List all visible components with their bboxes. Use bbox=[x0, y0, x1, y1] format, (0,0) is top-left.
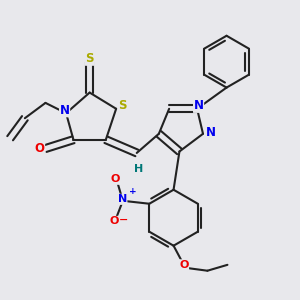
Text: +: + bbox=[129, 187, 136, 196]
Text: O: O bbox=[179, 260, 188, 270]
Text: S: S bbox=[85, 52, 94, 65]
Text: N: N bbox=[118, 194, 127, 204]
Text: O: O bbox=[111, 174, 120, 184]
Text: N: N bbox=[60, 104, 70, 117]
Text: −: − bbox=[119, 215, 128, 225]
Text: O: O bbox=[109, 216, 119, 226]
Text: H: H bbox=[134, 164, 143, 174]
Text: N: N bbox=[194, 99, 204, 112]
Text: N: N bbox=[206, 126, 216, 140]
Text: S: S bbox=[118, 99, 127, 112]
Text: O: O bbox=[34, 142, 45, 155]
